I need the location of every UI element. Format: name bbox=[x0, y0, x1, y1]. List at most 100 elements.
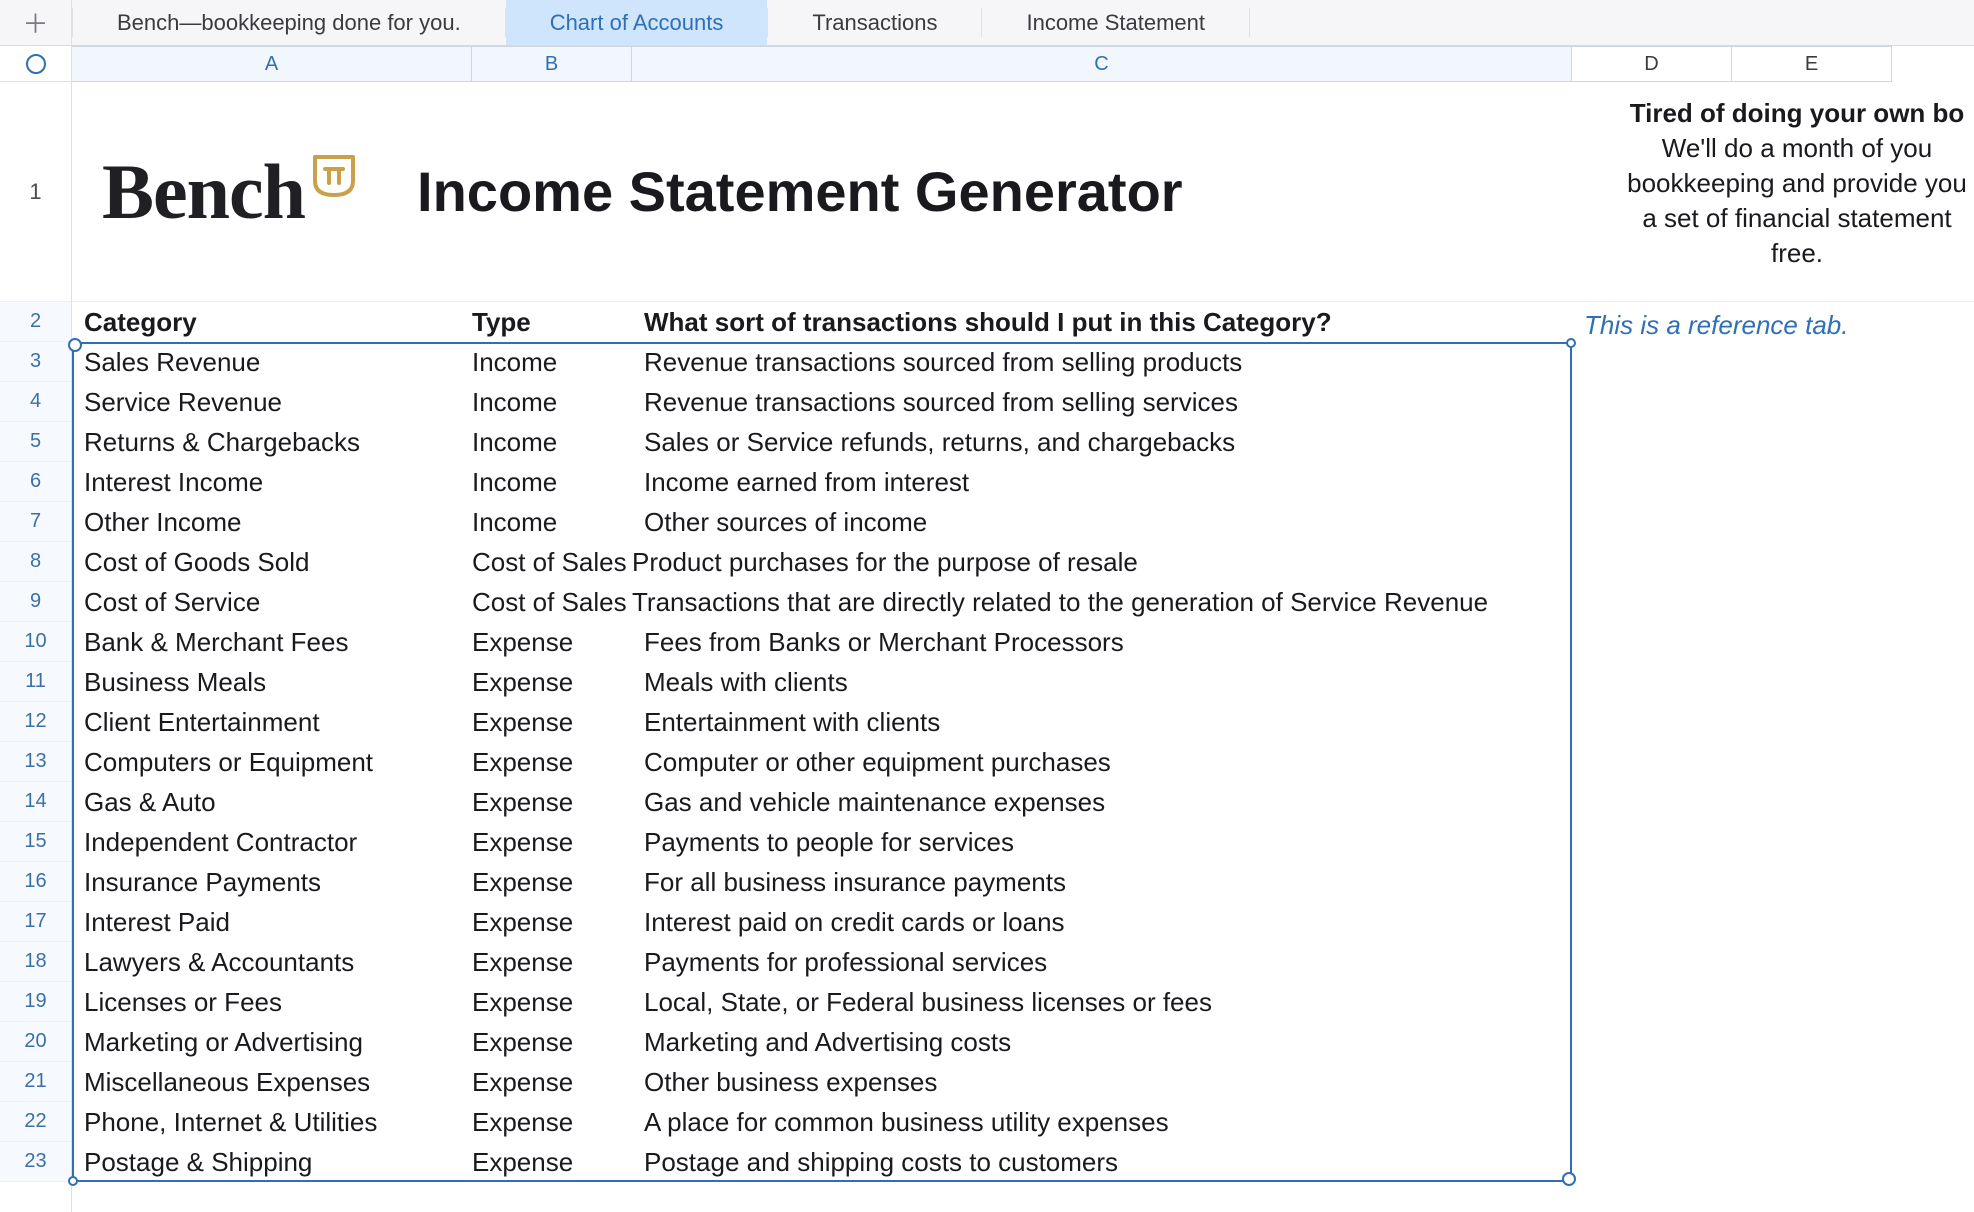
cell-description[interactable]: Other business expenses bbox=[632, 1067, 1572, 1098]
cell-type[interactable]: Expense bbox=[472, 947, 632, 978]
cell-description[interactable]: Sales or Service refunds, returns, and c… bbox=[632, 427, 1572, 458]
row-number[interactable]: 20 bbox=[0, 1022, 71, 1062]
row-number[interactable]: 8 bbox=[0, 542, 71, 582]
cell-category[interactable]: Licenses or Fees bbox=[72, 987, 472, 1018]
column-header[interactable]: D bbox=[1572, 46, 1732, 82]
tab-separator bbox=[1249, 8, 1250, 37]
cell-type[interactable]: Expense bbox=[472, 907, 632, 938]
cell-category[interactable]: Insurance Payments bbox=[72, 867, 472, 898]
cell-type[interactable]: Income bbox=[472, 507, 632, 538]
cell-type[interactable]: Expense bbox=[472, 627, 632, 658]
cell-description[interactable]: Fees from Banks or Merchant Processors bbox=[632, 627, 1572, 658]
row-number[interactable]: 9 bbox=[0, 582, 71, 622]
cell-category[interactable]: Other Income bbox=[72, 507, 472, 538]
cell-description[interactable]: Revenue transactions sourced from sellin… bbox=[632, 387, 1572, 418]
row-number[interactable]: 10 bbox=[0, 622, 71, 662]
row-number[interactable]: 15 bbox=[0, 822, 71, 862]
row-number[interactable]: 22 bbox=[0, 1102, 71, 1142]
sheet-tab[interactable]: Transactions bbox=[768, 0, 981, 45]
row-number[interactable]: 12 bbox=[0, 702, 71, 742]
cell-category[interactable]: Service Revenue bbox=[72, 387, 472, 418]
cell-category[interactable]: Lawyers & Accountants bbox=[72, 947, 472, 978]
column-header-strip: A B C D E bbox=[0, 46, 1974, 82]
cell-description[interactable]: A place for common business utility expe… bbox=[632, 1107, 1572, 1138]
cell-type[interactable]: Cost of Sales bbox=[472, 587, 632, 618]
cell-type[interactable]: Expense bbox=[472, 707, 632, 738]
cell-type[interactable]: Expense bbox=[472, 867, 632, 898]
row-number[interactable]: 13 bbox=[0, 742, 71, 782]
cell-category[interactable]: Miscellaneous Expenses bbox=[72, 1067, 472, 1098]
cell-description[interactable]: Local, State, or Federal business licens… bbox=[632, 987, 1572, 1018]
column-header[interactable]: C bbox=[632, 46, 1572, 82]
cell-description[interactable]: Payments for professional services bbox=[632, 947, 1572, 978]
cell-type[interactable]: Expense bbox=[472, 987, 632, 1018]
cell-type[interactable]: Income bbox=[472, 427, 632, 458]
column-header[interactable]: A bbox=[72, 46, 472, 82]
row-number[interactable]: 1 bbox=[0, 82, 71, 302]
cell-type[interactable]: Expense bbox=[472, 1027, 632, 1058]
row-number[interactable]: 6 bbox=[0, 462, 71, 502]
cells-area[interactable]: Bench Income Statement Generator Tired o… bbox=[72, 82, 1974, 1212]
row-number[interactable]: 2 bbox=[0, 302, 71, 342]
sheet-tab[interactable]: Chart of Accounts bbox=[506, 0, 768, 45]
row-number[interactable]: 23 bbox=[0, 1142, 71, 1182]
row-number[interactable]: 3 bbox=[0, 342, 71, 382]
cell-type[interactable]: Expense bbox=[472, 1067, 632, 1098]
cell-description[interactable]: Transactions that are directly related t… bbox=[632, 587, 1572, 618]
cell-type[interactable]: Income bbox=[472, 347, 632, 378]
add-sheet-button[interactable]: ＋ bbox=[0, 0, 72, 45]
row-number[interactable]: 5 bbox=[0, 422, 71, 462]
row-number[interactable]: 16 bbox=[0, 862, 71, 902]
cell-type[interactable]: Expense bbox=[472, 667, 632, 698]
cell-category[interactable]: Cost of Goods Sold bbox=[72, 547, 472, 578]
cell-type[interactable]: Expense bbox=[472, 827, 632, 858]
cell-category[interactable]: Interest Paid bbox=[72, 907, 472, 938]
cell-category[interactable]: Business Meals bbox=[72, 667, 472, 698]
column-header[interactable]: E bbox=[1732, 46, 1892, 82]
cell-description[interactable]: Other sources of income bbox=[632, 507, 1572, 538]
cell-category[interactable]: Phone, Internet & Utilities bbox=[72, 1107, 472, 1138]
cell-category[interactable]: Independent Contractor bbox=[72, 827, 472, 858]
row-number[interactable]: 11 bbox=[0, 662, 71, 702]
cell-description[interactable]: Gas and vehicle maintenance expenses bbox=[632, 787, 1572, 818]
cell-type[interactable]: Cost of Sales bbox=[472, 547, 632, 578]
cell-description[interactable]: Entertainment with clients bbox=[632, 707, 1572, 738]
row-number[interactable]: 14 bbox=[0, 782, 71, 822]
column-header[interactable]: B bbox=[472, 46, 632, 82]
cell-type[interactable]: Income bbox=[472, 387, 632, 418]
cell-category[interactable]: Marketing or Advertising bbox=[72, 1027, 472, 1058]
sheet-tab[interactable]: Income Statement bbox=[982, 0, 1249, 45]
cell-category[interactable]: Interest Income bbox=[72, 467, 472, 498]
cell-description[interactable]: Postage and shipping costs to customers bbox=[632, 1147, 1572, 1178]
row-number[interactable]: 17 bbox=[0, 902, 71, 942]
row-number[interactable]: 4 bbox=[0, 382, 71, 422]
cell-description[interactable]: Revenue transactions sourced from sellin… bbox=[632, 347, 1572, 378]
cell-description[interactable]: Income earned from interest bbox=[632, 467, 1572, 498]
cell-description[interactable]: Meals with clients bbox=[632, 667, 1572, 698]
cell-category[interactable]: Postage & Shipping bbox=[72, 1147, 472, 1178]
cell-description[interactable]: For all business insurance payments bbox=[632, 867, 1572, 898]
cell-type[interactable]: Expense bbox=[472, 1147, 632, 1178]
cell-category[interactable]: Returns & Chargebacks bbox=[72, 427, 472, 458]
cell-category[interactable]: Bank & Merchant Fees bbox=[72, 627, 472, 658]
row-number[interactable]: 19 bbox=[0, 982, 71, 1022]
cell-type[interactable]: Expense bbox=[472, 747, 632, 778]
row-number[interactable]: 21 bbox=[0, 1062, 71, 1102]
cell-description[interactable]: Marketing and Advertising costs bbox=[632, 1027, 1572, 1058]
cell-category[interactable]: Sales Revenue bbox=[72, 347, 472, 378]
row-number[interactable]: 7 bbox=[0, 502, 71, 542]
cell-description[interactable]: Product purchases for the purpose of res… bbox=[632, 547, 1572, 578]
row-number[interactable]: 18 bbox=[0, 942, 71, 982]
cell-type[interactable]: Income bbox=[472, 467, 632, 498]
cell-category[interactable]: Client Entertainment bbox=[72, 707, 472, 738]
cell-description[interactable]: Interest paid on credit cards or loans bbox=[632, 907, 1572, 938]
cell-description[interactable]: Payments to people for services bbox=[632, 827, 1572, 858]
cell-category[interactable]: Gas & Auto bbox=[72, 787, 472, 818]
cell-description[interactable]: Computer or other equipment purchases bbox=[632, 747, 1572, 778]
cell-type[interactable]: Expense bbox=[472, 1107, 632, 1138]
cell-type[interactable]: Expense bbox=[472, 787, 632, 818]
cell-category[interactable]: Cost of Service bbox=[72, 587, 472, 618]
cell-category[interactable]: Computers or Equipment bbox=[72, 747, 472, 778]
select-all-corner[interactable] bbox=[0, 46, 72, 82]
sheet-tab[interactable]: Bench—bookkeeping done for you. bbox=[73, 0, 505, 45]
